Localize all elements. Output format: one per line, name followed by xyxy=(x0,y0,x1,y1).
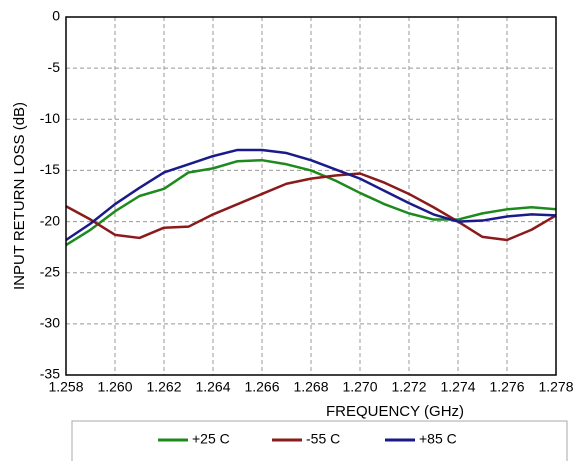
legend-box xyxy=(71,420,568,461)
x-tick-label: 1.270 xyxy=(342,379,377,395)
y-tick-label: -10 xyxy=(40,110,60,126)
line-series xyxy=(65,172,557,242)
x-tick-label: 1.278 xyxy=(538,379,573,395)
y-tick-label: -30 xyxy=(40,315,60,331)
x-tick-label: 1.260 xyxy=(97,379,132,395)
y-tick-label: -5 xyxy=(48,59,61,75)
y-axis-label: INPUT RETURN LOSS (dB) xyxy=(11,102,28,290)
x-axis-label: FREQUENCY (GHz) xyxy=(326,403,464,420)
x-tick-label: 1.258 xyxy=(48,379,83,395)
x-tick-label: 1.266 xyxy=(244,379,279,395)
x-tick-label: 1.268 xyxy=(293,379,328,395)
x-tick-label: 1.272 xyxy=(391,379,426,395)
y-tick-label: -35 xyxy=(40,366,60,382)
legend-label: +85 C xyxy=(419,431,457,447)
x-tick-label: 1.264 xyxy=(195,379,230,395)
line-series xyxy=(65,158,557,247)
y-tick-label: -25 xyxy=(40,263,60,279)
x-tick-label: 1.276 xyxy=(489,379,524,395)
plot-border xyxy=(65,16,557,376)
legend-label: +25 C xyxy=(192,431,230,447)
y-tick-label: -15 xyxy=(40,161,60,177)
line-series xyxy=(65,148,557,242)
x-tick-label: 1.274 xyxy=(440,379,475,395)
x-tick-label: 1.262 xyxy=(146,379,181,395)
y-tick-label: -20 xyxy=(40,212,60,228)
y-tick-label: 0 xyxy=(52,8,60,24)
legend-label: -55 C xyxy=(306,431,340,447)
